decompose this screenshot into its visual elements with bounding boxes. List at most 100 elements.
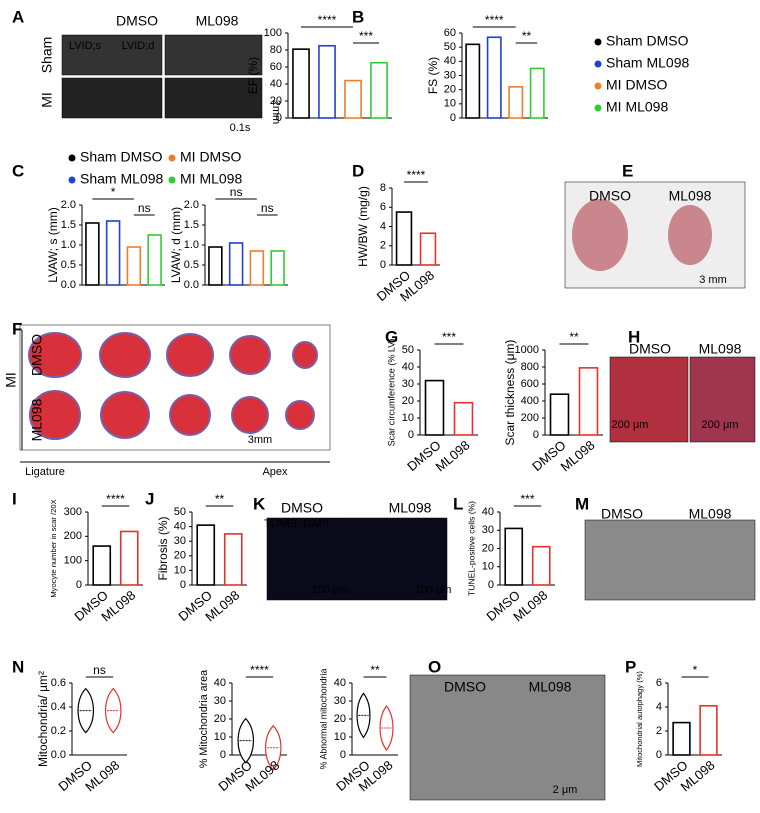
- image-label: ML098: [29, 398, 45, 441]
- image-panel: [689, 356, 756, 443]
- image-label: DMSO: [629, 341, 671, 357]
- bar: [672, 721, 691, 756]
- bar: [119, 530, 139, 586]
- y-tick-label: 40: [174, 521, 186, 533]
- y-tick-label: 40: [214, 677, 226, 689]
- legend-label: MI ML098: [606, 99, 668, 115]
- y-tick-label: 0.6: [51, 677, 66, 689]
- significance-label: ns: [230, 185, 243, 199]
- y-tick-label: 0: [533, 429, 539, 441]
- bar: [395, 211, 413, 266]
- y-tick-label: 20: [214, 713, 226, 725]
- legend-label: MI DMSO: [606, 77, 668, 93]
- image-label: ML098: [196, 13, 239, 29]
- y-tick-label: 20: [444, 84, 456, 96]
- significance-label: ns: [138, 201, 151, 215]
- bar: [270, 250, 285, 286]
- y-tick-label: 100: [64, 555, 82, 567]
- y-tick-label: 30: [174, 535, 186, 547]
- y-tick-label: 2: [656, 725, 662, 737]
- y-tick-label: 0: [488, 579, 494, 591]
- y-tick-label: 10: [482, 561, 494, 573]
- bar: [370, 61, 388, 119]
- y-tick-label: 0.2: [51, 725, 66, 737]
- y-tick-label: 20: [270, 95, 282, 107]
- panel-label: H: [628, 327, 640, 346]
- y-tick-label: 400: [521, 395, 539, 407]
- image-label: ML098: [689, 506, 732, 522]
- y-tick-label: 0.4: [51, 701, 66, 713]
- panel-label: E: [622, 161, 633, 180]
- bar: [529, 67, 545, 119]
- y-tick-label: 30: [334, 695, 346, 707]
- panel-label: I: [12, 489, 17, 508]
- heart-section: [285, 400, 315, 430]
- y-tick-label: 10: [214, 731, 226, 743]
- heart-section: [100, 391, 150, 439]
- y-tick-label: 0: [220, 749, 226, 761]
- y-tick-label: 30: [482, 524, 494, 536]
- bar: [549, 393, 570, 436]
- panel-label: N: [12, 657, 24, 676]
- bar: [486, 36, 502, 119]
- significance-label: ****: [407, 168, 426, 182]
- bar: [208, 246, 223, 286]
- y-axis-label: Mitochondria/ µm²: [36, 671, 50, 767]
- image-label: 0.1s: [230, 122, 251, 134]
- y-tick-label: 50: [444, 41, 456, 53]
- significance-label: ****: [318, 13, 337, 27]
- bar: [147, 234, 162, 286]
- y-tick-label: 10: [334, 731, 346, 743]
- y-tick-label: 0.5: [184, 259, 199, 271]
- image-panel: [164, 34, 263, 76]
- panel-label: C: [12, 161, 24, 180]
- legend-label: Sham DMSO: [606, 33, 689, 49]
- image-label: DMSO: [444, 679, 486, 695]
- panel-label: P: [625, 657, 636, 676]
- y-tick-label: 10: [174, 564, 186, 576]
- y-axis-label: Scar circumference (% LV): [386, 339, 396, 447]
- image-panel: [409, 674, 606, 801]
- legend-label: MI ML098: [180, 171, 242, 187]
- y-tick-label: 0.0: [184, 279, 199, 291]
- significance-label: ****: [485, 13, 504, 27]
- image-panel: [164, 77, 263, 119]
- image-label: LVID;d: [122, 40, 155, 52]
- heart: [668, 205, 712, 265]
- heart-section: [292, 341, 318, 369]
- y-axis-label: Myocyte number in scar /20X: [49, 499, 58, 597]
- y-tick-label: 0.0: [51, 749, 66, 761]
- significance-label: *: [111, 185, 116, 199]
- image-label: MI: [39, 92, 55, 108]
- y-tick-label: 80: [270, 44, 282, 56]
- panel-label: J: [145, 489, 154, 508]
- y-tick-label: 0: [276, 112, 282, 124]
- y-tick-label: 1.0: [61, 239, 76, 251]
- image-label: TUNEL: [264, 518, 300, 530]
- y-axis-label: Fibrosis (%): [156, 516, 170, 580]
- significance-label: ***: [442, 330, 456, 344]
- panel-label: F: [12, 319, 22, 338]
- legend-label: Sham DMSO: [80, 149, 163, 165]
- image-label: LVID;s: [69, 40, 102, 52]
- image-label: DMSO: [116, 13, 158, 29]
- y-tick-label: 10: [444, 98, 456, 110]
- y-tick-label: 60: [444, 27, 456, 39]
- panel-label: K: [253, 494, 266, 513]
- significance-label: ****: [250, 663, 269, 677]
- y-axis-label: % Mitochondria area: [198, 670, 210, 768]
- y-tick-label: 800: [521, 361, 539, 373]
- legend-label: Sham ML098: [606, 55, 689, 71]
- bar: [85, 222, 100, 286]
- significance-label: **: [215, 492, 225, 506]
- y-axis-label: % Abnormal mitochondria: [318, 669, 328, 770]
- image-label: 100 μm: [312, 584, 349, 596]
- y-tick-label: 100: [264, 27, 282, 39]
- y-tick-label: 10: [402, 412, 414, 424]
- bar: [105, 220, 121, 286]
- significance-label: **: [370, 663, 380, 677]
- image-label: MI: [3, 372, 19, 388]
- legend-label: MI DMSO: [180, 149, 242, 165]
- legend-marker: [168, 176, 176, 184]
